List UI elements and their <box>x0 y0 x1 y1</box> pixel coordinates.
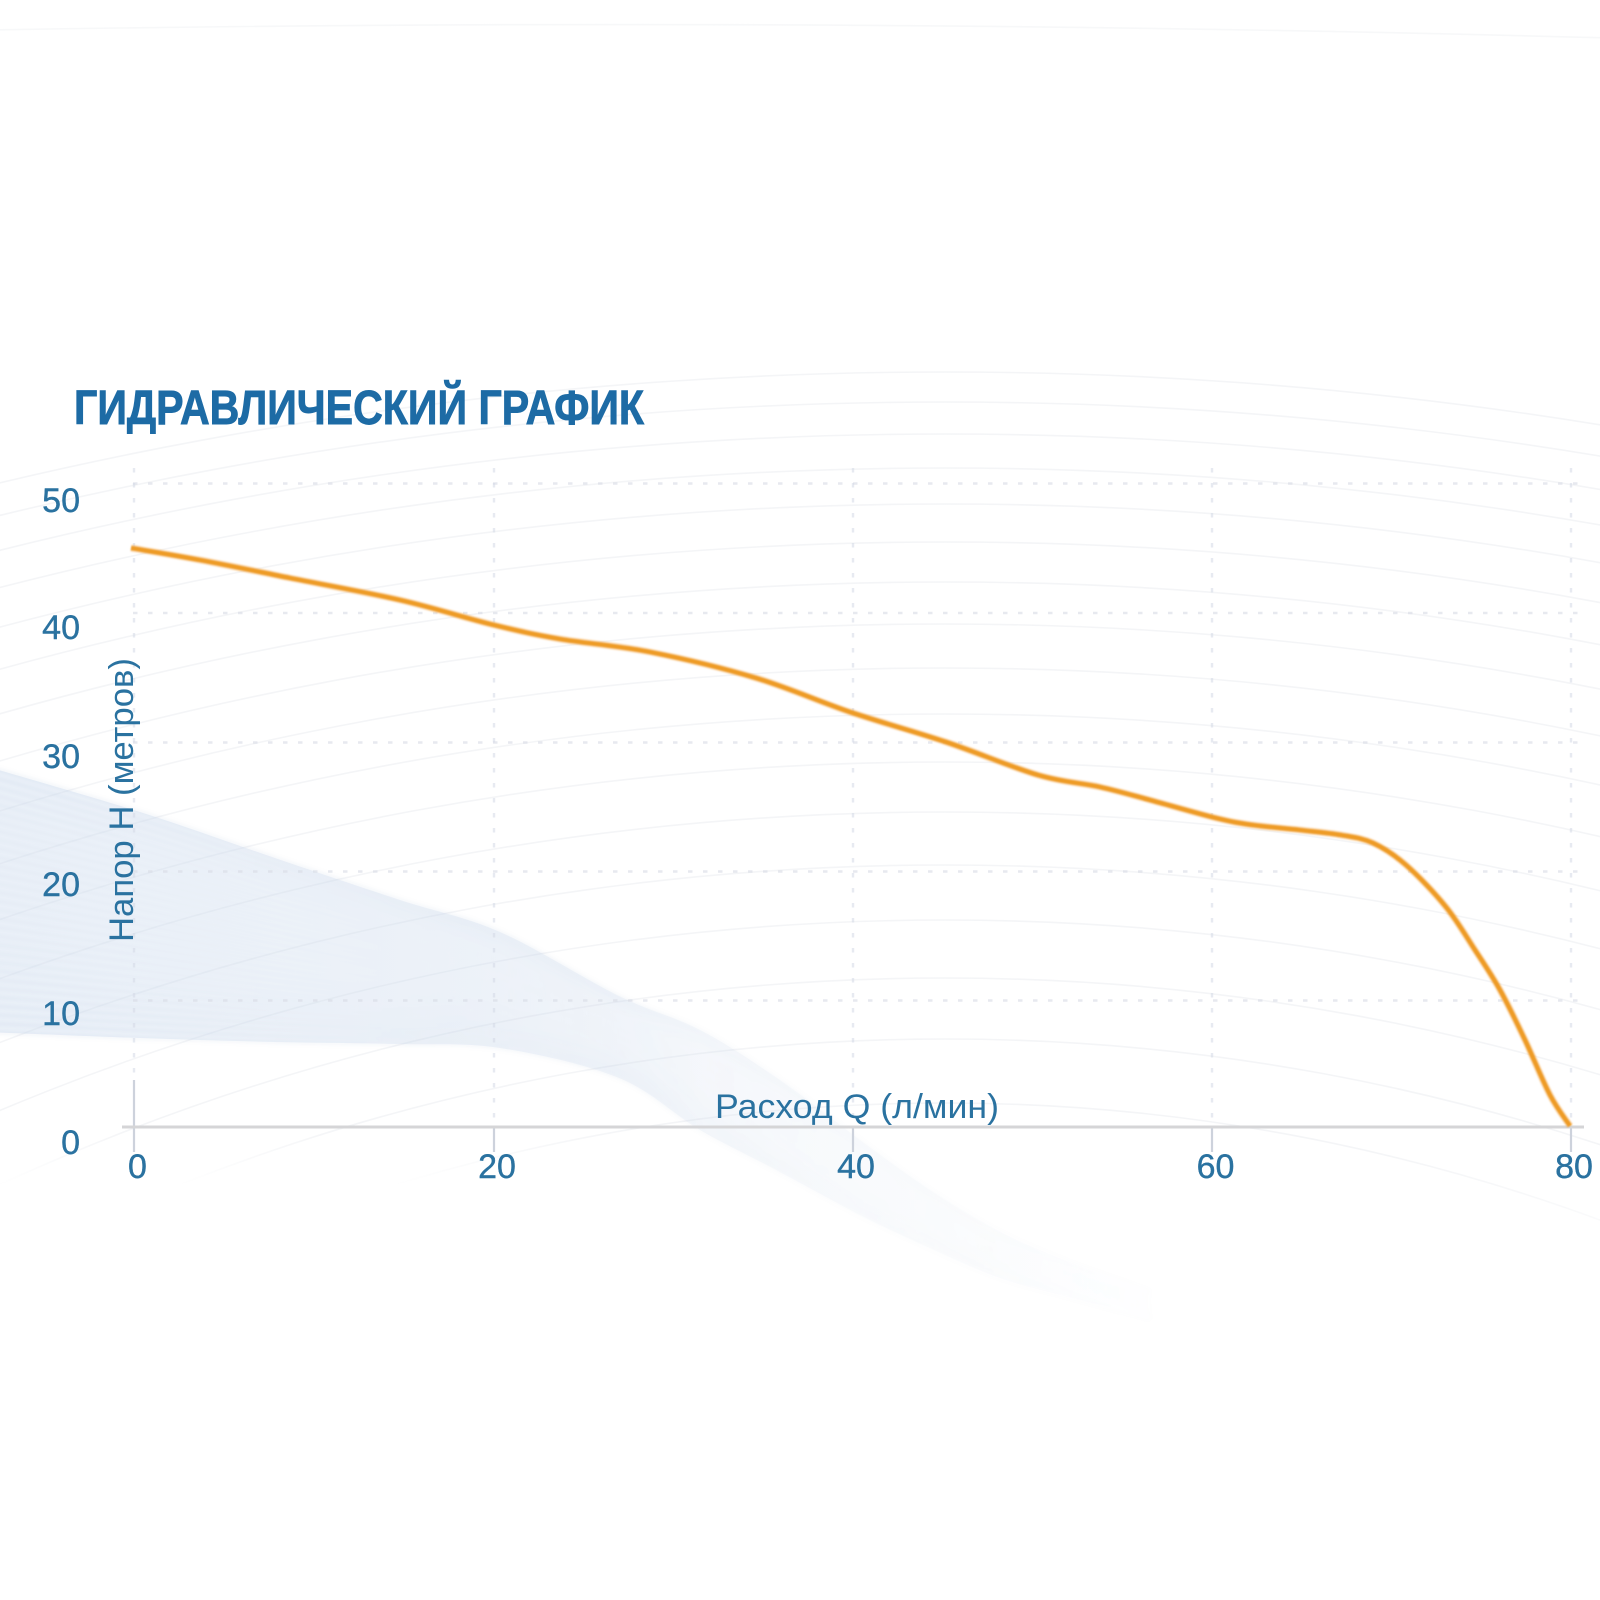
svg-text:Расход Q (л/мин): Расход Q (л/мин) <box>715 1088 999 1126</box>
svg-text:0: 0 <box>128 1148 147 1186</box>
svg-text:50: 50 <box>42 482 80 520</box>
svg-text:30: 30 <box>42 738 80 776</box>
svg-text:ГИДРАВЛИЧЕСКИЙ ГРАФИК: ГИДРАВЛИЧЕСКИЙ ГРАФИК <box>74 380 645 435</box>
svg-text:40: 40 <box>837 1148 875 1186</box>
svg-text:20: 20 <box>42 866 80 904</box>
svg-text:40: 40 <box>42 609 80 647</box>
svg-text:60: 60 <box>1197 1148 1235 1186</box>
svg-text:0: 0 <box>61 1124 80 1162</box>
svg-text:20: 20 <box>478 1148 516 1186</box>
svg-text:Напор H (метров): Напор H (метров) <box>103 658 141 942</box>
svg-text:80: 80 <box>1555 1148 1593 1186</box>
svg-text:10: 10 <box>42 995 80 1033</box>
